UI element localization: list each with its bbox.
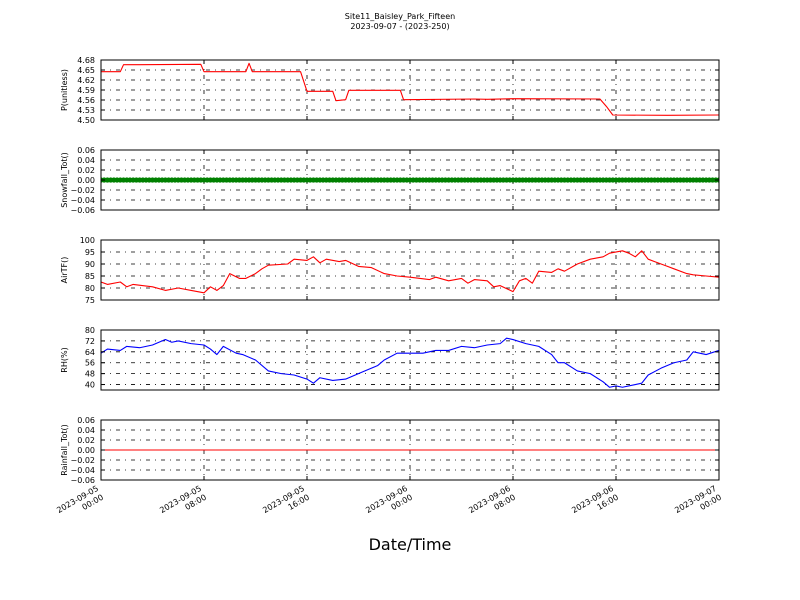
subplot-3: 100 95 90 85 80 75 AirTF()	[60, 236, 720, 305]
subplot-panels: 4.684.654.624.594.564.534.50 P(unitless) 0…	[60, 56, 720, 485]
y-tick-label: 75	[85, 296, 95, 305]
y-tick-label: −0.06	[70, 476, 95, 485]
subplot-4: 80 72 64 56 48 40 RH(%)	[60, 326, 720, 391]
x-tick-label: 2023-09-0600:00	[364, 484, 414, 524]
y-tick-label: 4.59	[77, 86, 95, 95]
y-tick-label: −0.02	[70, 456, 95, 465]
y-tick-label: 64	[85, 348, 95, 357]
x-tick-label: 2023-09-0508:00	[158, 484, 208, 524]
chart-subtitle: 2023-09-07 - (2023-250)	[350, 22, 449, 31]
y-tick-label: 4.50	[77, 116, 95, 125]
y-tick-label: 4.56	[77, 96, 95, 105]
series-group	[101, 62, 719, 116]
x-axis-label: Date/Time	[369, 535, 452, 554]
y-axis-label: Rainfall_Tot()	[60, 424, 69, 476]
y-tick-label: 0.06	[77, 416, 95, 425]
y-tick-label: −0.04	[70, 196, 95, 205]
y-tick-label: 40	[85, 381, 95, 390]
y-tick-label: 72	[85, 337, 95, 346]
chart-title: Site11_Baisley_Park_Fifteen	[345, 12, 455, 21]
y-tick-label: −0.04	[70, 466, 95, 475]
y-axis-label: P(unitless)	[60, 69, 69, 111]
series-group	[101, 337, 719, 388]
x-tick-label: 2023-09-0700:00	[673, 484, 723, 524]
y-tick-label: 100	[80, 236, 95, 245]
y-tick-label: 4.53	[77, 106, 95, 115]
series-group	[101, 250, 719, 294]
y-tick-label: 90	[85, 260, 95, 269]
y-tick-label: 0.04	[77, 426, 95, 435]
y-tick-label: 95	[85, 248, 95, 257]
y-axis-label: Snowfall_Tot()	[60, 152, 69, 208]
subplot-5: 0.060.040.020.00−0.02−0.04−0.06Rainfall_…	[60, 416, 720, 485]
y-tick-label: 80	[85, 326, 95, 335]
y-tick-label: 0.02	[77, 436, 95, 445]
y-tick-label: 48	[85, 370, 95, 379]
series-line	[101, 62, 719, 116]
y-axis-label: RH(%)	[60, 347, 69, 372]
y-tick-label: 0.04	[77, 156, 95, 165]
series-line	[101, 250, 719, 294]
x-tick-label: 2023-09-0500:00	[55, 484, 105, 524]
y-axis-label: AirTF()	[60, 257, 69, 284]
y-tick-label: 4.68	[77, 56, 95, 65]
series-line	[101, 337, 719, 388]
x-tick-label: 2023-09-0608:00	[467, 484, 517, 524]
y-tick-label: 4.62	[77, 76, 95, 85]
y-tick-label: 4.65	[77, 66, 95, 75]
subplot-1: 4.684.654.624.594.564.534.50 P(unitless)	[60, 56, 720, 125]
y-tick-label: 0.06	[77, 146, 95, 155]
y-tick-label: 80	[85, 284, 95, 293]
y-tick-label: 56	[85, 359, 95, 368]
subplot-2: 0.060.040.020.00−0.02−0.04−0.06Snowfall_…	[60, 146, 720, 215]
x-tick-label: 2023-09-0516:00	[261, 484, 311, 524]
y-tick-label: 0.02	[77, 166, 95, 175]
y-tick-label: 0.00	[77, 446, 95, 455]
x-tick-label: 2023-09-0616:00	[570, 484, 620, 524]
x-axis-tick-labels: 2023-09-0500:00 2023-09-0508:00 2023-09-05…	[55, 484, 723, 524]
y-tick-label: −0.06	[70, 206, 95, 215]
y-tick-label: 85	[85, 272, 95, 281]
y-tick-label: 0.00	[77, 176, 95, 185]
y-tick-label: −0.02	[70, 186, 95, 195]
series-group	[101, 177, 719, 183]
